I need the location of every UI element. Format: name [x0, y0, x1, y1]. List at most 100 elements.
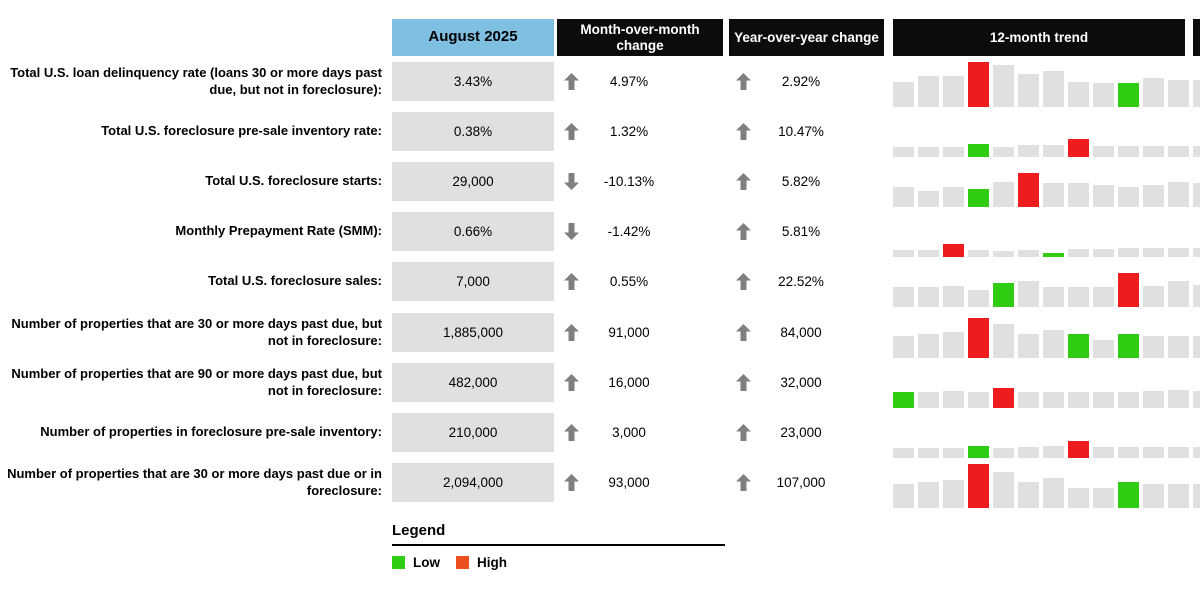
mom-change-value: 0.55%	[609, 274, 649, 289]
trend-bar-low	[968, 446, 989, 458]
trend-bar	[1193, 285, 1200, 307]
trend-bar	[893, 287, 914, 307]
trend-bar	[1068, 488, 1089, 508]
trend-bars	[893, 105, 1200, 157]
legend-high-swatch	[456, 556, 469, 569]
trend-bars	[893, 456, 1200, 508]
up-arrow-icon	[564, 123, 579, 140]
trend-bar	[943, 147, 964, 157]
up-arrow-icon	[736, 424, 751, 441]
trend-bar	[1193, 146, 1200, 157]
mom-change-value: 4.97%	[609, 74, 649, 89]
trend-bar	[1043, 71, 1064, 107]
trend-bar-low	[1118, 482, 1139, 508]
yoy-change-cell: 84,000	[726, 313, 887, 352]
mom-change-value: 3,000	[612, 425, 646, 440]
trend-bar	[993, 182, 1014, 207]
trend-bar	[1018, 334, 1039, 358]
trend-bar-low	[1118, 83, 1139, 107]
trend-sparkline	[887, 313, 1200, 358]
trend-bar	[1043, 446, 1064, 458]
trend-bar	[943, 448, 964, 458]
trend-bar	[1143, 185, 1164, 207]
trend-bar	[1168, 336, 1189, 358]
metric-row: Number of properties that are 90 or more…	[0, 363, 1200, 408]
trend-bar	[1143, 484, 1164, 508]
trend-bar	[1093, 146, 1114, 157]
header-mom-change: Month-over-month change	[557, 19, 723, 56]
trend-bars	[893, 356, 1200, 408]
yoy-change-value: 32,000	[780, 375, 822, 390]
trend-bar-low	[1068, 334, 1089, 358]
yoy-change-cell: 22.52%	[726, 262, 887, 301]
up-arrow-icon	[736, 374, 751, 391]
trend-bar	[1068, 392, 1089, 408]
up-arrow-icon	[736, 324, 751, 341]
trend-sparkline	[887, 212, 1200, 257]
trend-sparkline	[887, 363, 1200, 408]
trend-bar-low	[1043, 253, 1064, 257]
trend-bar-low	[968, 144, 989, 157]
trend-bar-high	[968, 62, 989, 107]
header-next-column-sliver	[1193, 19, 1200, 56]
trend-bar-high	[993, 388, 1014, 408]
yoy-change-cell: 107,000	[726, 463, 887, 502]
up-arrow-icon	[736, 474, 751, 491]
trend-bar	[893, 82, 914, 107]
trend-bar	[1093, 287, 1114, 307]
current-value-cell: 3.43%	[392, 62, 554, 101]
trend-bar-low	[1118, 334, 1139, 358]
trend-bar	[918, 147, 939, 157]
trend-bar	[1018, 250, 1039, 257]
yoy-change-cell: 5.81%	[726, 212, 887, 251]
mom-change-value: 16,000	[608, 375, 650, 390]
mom-change-value: 91,000	[608, 325, 650, 340]
trend-bar	[1043, 330, 1064, 358]
mom-change-value: -1.42%	[607, 224, 651, 239]
trend-bar	[1043, 145, 1064, 157]
header-gap	[1185, 19, 1193, 56]
trend-bar	[943, 480, 964, 508]
trend-bar-high	[1068, 139, 1089, 157]
trend-bar	[943, 187, 964, 207]
trend-bar	[1118, 146, 1139, 157]
up-arrow-icon	[736, 273, 751, 290]
metric-row: Monthly Prepayment Rate (SMM): 0.66% -1.42…	[0, 212, 1200, 257]
trend-bars	[893, 306, 1200, 358]
trend-bar	[943, 332, 964, 358]
trend-bar	[1168, 447, 1189, 458]
current-value-cell: 0.66%	[392, 212, 554, 251]
trend-bar	[1043, 392, 1064, 408]
report-table: August 2025 Month-over-month change Year…	[0, 19, 1200, 570]
yoy-change-cell: 2.92%	[726, 62, 887, 101]
mom-change-cell: 3,000	[554, 413, 726, 452]
row-label: Number of properties that are 30 or more…	[7, 466, 382, 498]
trend-bar	[943, 286, 964, 307]
trend-bar	[918, 287, 939, 307]
up-arrow-icon	[736, 223, 751, 240]
mom-change-cell: 91,000	[554, 313, 726, 352]
metric-row: Number of properties that are 30 or more…	[0, 463, 1200, 508]
trend-bar	[1193, 336, 1200, 358]
trend-bar	[1093, 392, 1114, 408]
trend-bar	[1168, 146, 1189, 157]
metric-row: Total U.S. foreclosure pre-sale inventor…	[0, 112, 1200, 157]
trend-bar	[1093, 185, 1114, 207]
up-arrow-icon	[564, 73, 579, 90]
trend-bar	[1018, 482, 1039, 508]
trend-bar	[1043, 287, 1064, 307]
trend-bar	[1193, 80, 1200, 107]
trend-bar	[1168, 182, 1189, 207]
trend-bar	[1018, 447, 1039, 458]
yoy-change-value: 5.81%	[781, 224, 821, 239]
trend-bar-high	[1068, 441, 1089, 458]
trend-bar	[1093, 447, 1114, 458]
trend-bar	[993, 448, 1014, 458]
trend-bar	[1143, 286, 1164, 307]
trend-bar	[943, 76, 964, 107]
trend-bar	[1168, 281, 1189, 307]
trend-bar	[943, 391, 964, 408]
trend-bar-low	[993, 283, 1014, 307]
trend-bar	[1193, 248, 1200, 257]
trend-bar	[1043, 183, 1064, 207]
